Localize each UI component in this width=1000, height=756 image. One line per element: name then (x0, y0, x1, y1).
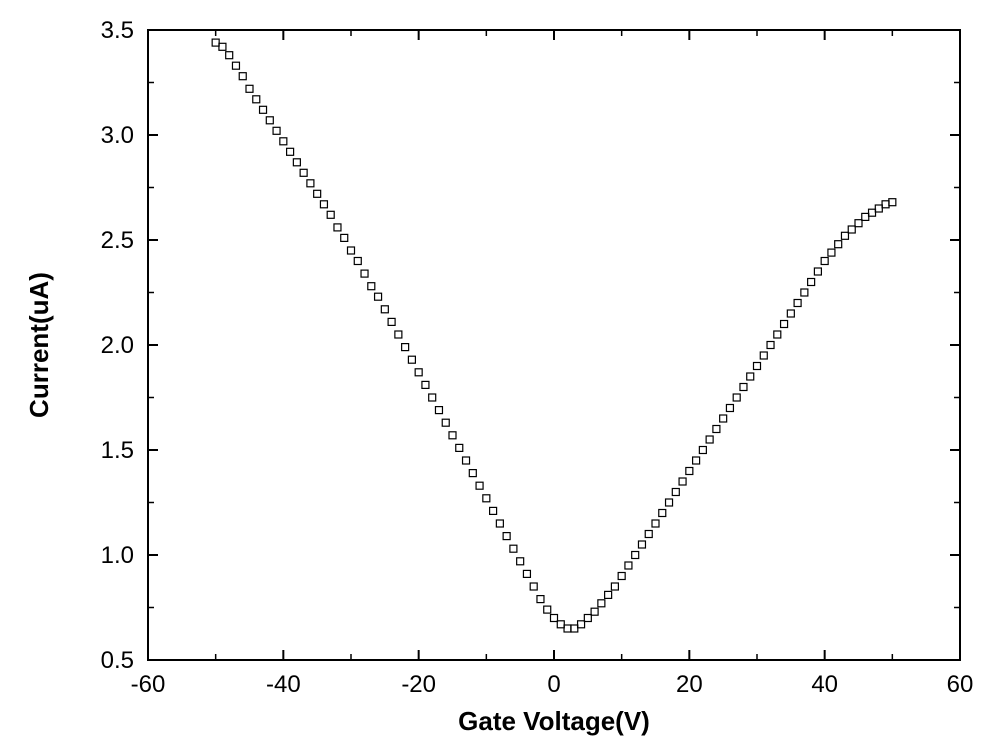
x-tick-label: 40 (811, 671, 838, 698)
y-tick-label: 2.5 (101, 227, 134, 254)
y-tick-label: 2.0 (101, 332, 134, 359)
x-tick-label: -20 (401, 671, 436, 698)
chart-svg: -60 -40 -20 0 20 40 60 0.5 1.0 1.5 2.0 2.5 3.0 3.5 Gat… (0, 0, 1000, 756)
chart-container: -60 -40 -20 0 20 40 60 0.5 1.0 1.5 2.0 2.5 3.0 3.5 Gat… (0, 0, 1000, 756)
x-axis-label: Gate Voltage(V) (458, 706, 650, 736)
y-axis-label: Current(uA) (24, 272, 54, 418)
chart-background (0, 0, 1000, 756)
y-tick-label: 1.0 (101, 542, 134, 569)
x-tick-label: -60 (131, 671, 166, 698)
x-tick-label: 60 (947, 671, 974, 698)
x-tick-label: -40 (266, 671, 301, 698)
x-tick-label: 0 (547, 671, 560, 698)
y-tick-label: 3.0 (101, 122, 134, 149)
y-tick-label: 1.5 (101, 437, 134, 464)
y-tick-label: 3.5 (101, 17, 134, 44)
y-tick-label: 0.5 (101, 647, 134, 674)
x-tick-label: 20 (676, 671, 703, 698)
